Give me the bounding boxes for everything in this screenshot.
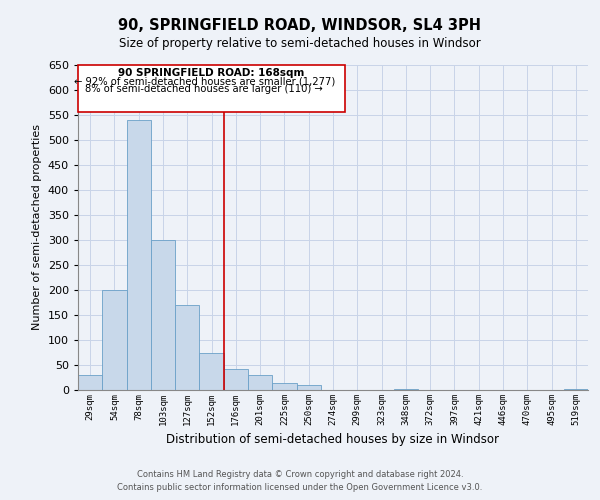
Text: 90 SPRINGFIELD ROAD: 168sqm: 90 SPRINGFIELD ROAD: 168sqm	[118, 68, 305, 78]
Bar	[564, 389, 588, 390]
X-axis label: Distribution of semi-detached houses by size in Windsor: Distribution of semi-detached houses by …	[167, 434, 499, 446]
Bar	[127, 120, 151, 390]
Text: 90, SPRINGFIELD ROAD, WINDSOR, SL4 3PH: 90, SPRINGFIELD ROAD, WINDSOR, SL4 3PH	[119, 18, 482, 32]
Bar	[102, 290, 127, 390]
Text: Size of property relative to semi-detached houses in Windsor: Size of property relative to semi-detach…	[119, 38, 481, 51]
Bar	[175, 305, 199, 390]
Text: ← 92% of semi-detached houses are smaller (1,277): ← 92% of semi-detached houses are smalle…	[74, 76, 335, 86]
Bar	[78, 375, 102, 390]
Bar	[78, 65, 345, 112]
Bar	[272, 382, 296, 390]
Bar	[248, 375, 272, 390]
Bar	[394, 389, 418, 390]
Bar	[199, 352, 224, 390]
Bar	[296, 385, 321, 390]
Text: Contains HM Land Registry data © Crown copyright and database right 2024.
Contai: Contains HM Land Registry data © Crown c…	[118, 470, 482, 492]
Bar	[151, 240, 175, 390]
Y-axis label: Number of semi-detached properties: Number of semi-detached properties	[32, 124, 42, 330]
Bar	[224, 368, 248, 390]
Text: 8% of semi-detached houses are larger (110) →: 8% of semi-detached houses are larger (1…	[85, 84, 323, 94]
